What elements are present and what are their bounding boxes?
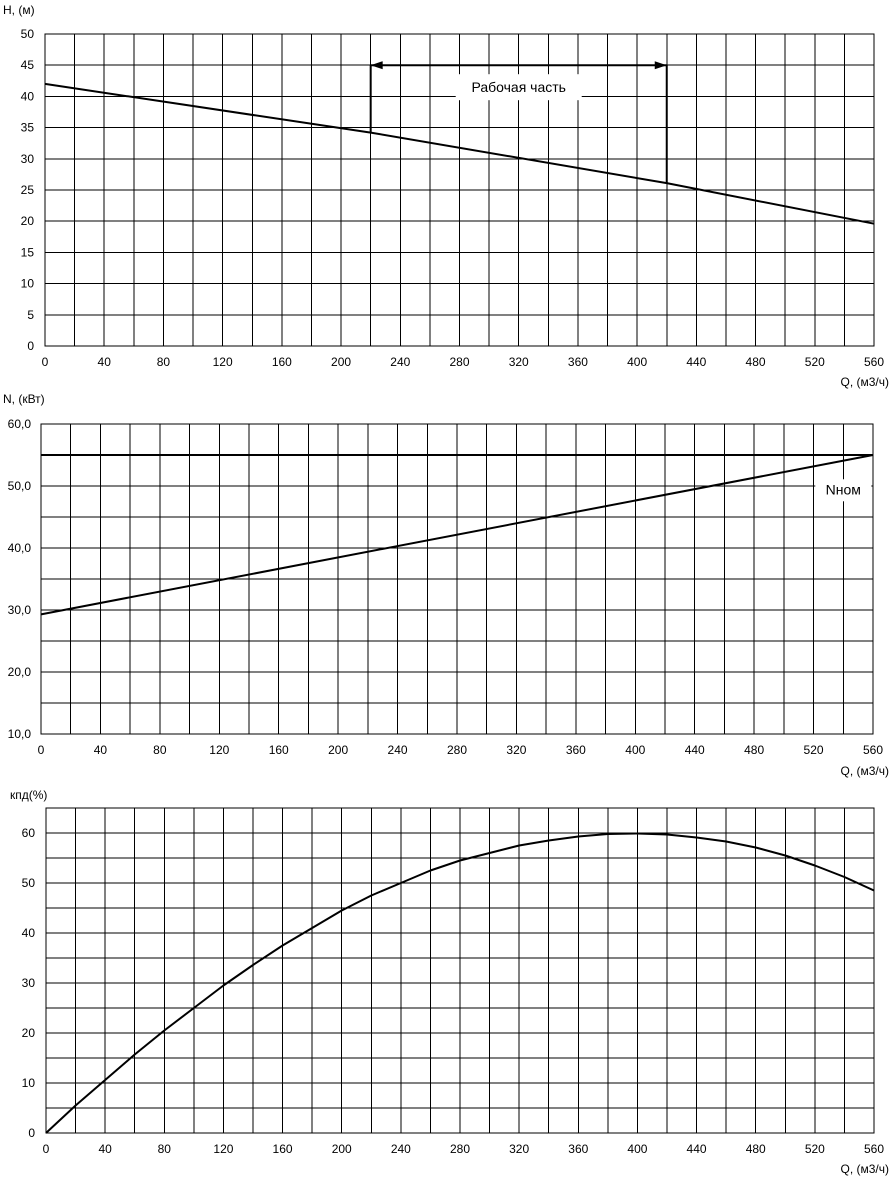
x-tick-label: 0 bbox=[43, 1142, 50, 1156]
x-tick-label: 160 bbox=[273, 1142, 293, 1156]
working-range-label-bg bbox=[455, 74, 582, 101]
y-tick-label: 10,0 bbox=[8, 727, 32, 741]
working-range-bracket bbox=[369, 61, 668, 184]
y-axis-label: N, (кВт) bbox=[3, 392, 45, 406]
y-tick-label: 10 bbox=[22, 1076, 36, 1090]
y-tick-label: 30,0 bbox=[8, 603, 32, 617]
y-tick-label: 40 bbox=[22, 926, 36, 940]
y-tick-label: 60,0 bbox=[8, 417, 32, 431]
x-tick-label: 280 bbox=[447, 743, 467, 757]
x-axis-label: Q, (м3/ч) bbox=[840, 375, 889, 389]
y-tick-label: 0 bbox=[27, 339, 34, 353]
x-tick-label: 440 bbox=[686, 355, 706, 369]
y-tick-label: 30 bbox=[22, 976, 36, 990]
series-line-1 bbox=[44, 82, 875, 225]
chart-3: 0 40 80 120 160 200 240 280 320 360 400 440 480 520 56… bbox=[10, 788, 889, 1176]
x-tick-label: 480 bbox=[746, 355, 766, 369]
y-tick-label: 10 bbox=[21, 277, 35, 291]
x-tick-label: 80 bbox=[157, 355, 171, 369]
x-tick-label: 160 bbox=[269, 743, 289, 757]
y-tick-label: 45 bbox=[21, 58, 35, 72]
arrow-head-left bbox=[370, 61, 383, 70]
y-tick-label: 20 bbox=[22, 1026, 36, 1040]
plot-frame bbox=[40, 423, 874, 735]
y-tick-label: 50,0 bbox=[8, 479, 32, 493]
plot-frame bbox=[45, 807, 875, 1134]
x-tick-label: 520 bbox=[805, 1142, 825, 1156]
x-tick-label: 120 bbox=[213, 355, 233, 369]
plot-frame bbox=[44, 33, 875, 347]
x-tick-label: 80 bbox=[158, 1142, 172, 1156]
working-range-label: Рабочая часть bbox=[471, 79, 566, 95]
x-tick-label: 400 bbox=[625, 743, 645, 757]
y-tick-label: 30 bbox=[21, 152, 35, 166]
x-tick-label: 0 bbox=[38, 743, 45, 757]
x-tick-label: 240 bbox=[391, 1142, 411, 1156]
x-tick-label: 40 bbox=[94, 743, 108, 757]
x-tick-label: 400 bbox=[627, 1142, 647, 1156]
x-tick-label: 480 bbox=[746, 1142, 766, 1156]
y-tick-label: 50 bbox=[22, 876, 36, 890]
x-tick-label: 360 bbox=[568, 355, 588, 369]
x-tick-label: 280 bbox=[449, 355, 469, 369]
x-tick-label: 560 bbox=[864, 355, 884, 369]
x-tick-label: 200 bbox=[331, 355, 351, 369]
x-axis-label: Q, (м3/ч) bbox=[840, 764, 889, 778]
x-tick-label: 120 bbox=[209, 743, 229, 757]
y-tick-label: 50 bbox=[21, 27, 35, 41]
grid bbox=[40, 423, 874, 735]
x-tick-label: 440 bbox=[687, 1142, 707, 1156]
x-tick-label: 280 bbox=[450, 1142, 470, 1156]
x-tick-label: 320 bbox=[506, 743, 526, 757]
x-tick-label: 560 bbox=[864, 1142, 884, 1156]
x-tick-label: 320 bbox=[509, 1142, 529, 1156]
grid bbox=[45, 807, 875, 1134]
x-tick-label: 80 bbox=[153, 743, 167, 757]
y-tick-label: 20 bbox=[21, 214, 35, 228]
x-tick-label: 160 bbox=[272, 355, 292, 369]
x-tick-label: 40 bbox=[98, 1142, 112, 1156]
chart-1: 0 40 80 120 160 200 240 280 320 360 400 440 480 520 56… bbox=[3, 3, 889, 389]
y-tick-label: 40,0 bbox=[8, 541, 32, 555]
series-line-1 bbox=[45, 832, 875, 1134]
x-axis-label: Q, (м3/ч) bbox=[840, 1162, 889, 1176]
y-tick-label: 25 bbox=[21, 183, 35, 197]
annotation-bg bbox=[815, 479, 872, 502]
x-tick-label: 440 bbox=[685, 743, 705, 757]
x-tick-label: 480 bbox=[744, 743, 764, 757]
series-line-1 bbox=[40, 454, 874, 616]
y-tick-label: 35 bbox=[21, 121, 35, 135]
nominal-power-label: Nном bbox=[826, 481, 861, 497]
y-tick-label: 60 bbox=[22, 826, 36, 840]
x-tick-label: 200 bbox=[328, 743, 348, 757]
x-tick-label: 360 bbox=[568, 1142, 588, 1156]
x-tick-label: 0 bbox=[42, 355, 49, 369]
x-tick-label: 240 bbox=[390, 355, 410, 369]
y-axis-label: H, (м) bbox=[3, 3, 35, 17]
y-tick-label: 0 bbox=[28, 1126, 35, 1140]
arrow-head-right bbox=[654, 61, 667, 70]
y-axis-label: кпд(%) bbox=[10, 788, 47, 802]
x-tick-label: 360 bbox=[566, 743, 586, 757]
x-tick-label: 520 bbox=[805, 355, 825, 369]
y-tick-label: 15 bbox=[21, 245, 35, 259]
y-tick-label: 20,0 bbox=[8, 665, 32, 679]
chart-2: 0 40 80 120 160 200 240 280 320 360 400 440 480 520 56… bbox=[3, 392, 889, 778]
x-tick-label: 520 bbox=[804, 743, 824, 757]
y-tick-label: 5 bbox=[27, 308, 34, 322]
x-tick-label: 400 bbox=[627, 355, 647, 369]
x-tick-label: 320 bbox=[509, 355, 529, 369]
x-tick-label: 560 bbox=[863, 743, 883, 757]
x-tick-label: 120 bbox=[213, 1142, 233, 1156]
x-tick-label: 200 bbox=[332, 1142, 352, 1156]
y-tick-label: 40 bbox=[21, 89, 35, 103]
x-tick-label: 40 bbox=[98, 355, 112, 369]
x-tick-label: 240 bbox=[388, 743, 408, 757]
